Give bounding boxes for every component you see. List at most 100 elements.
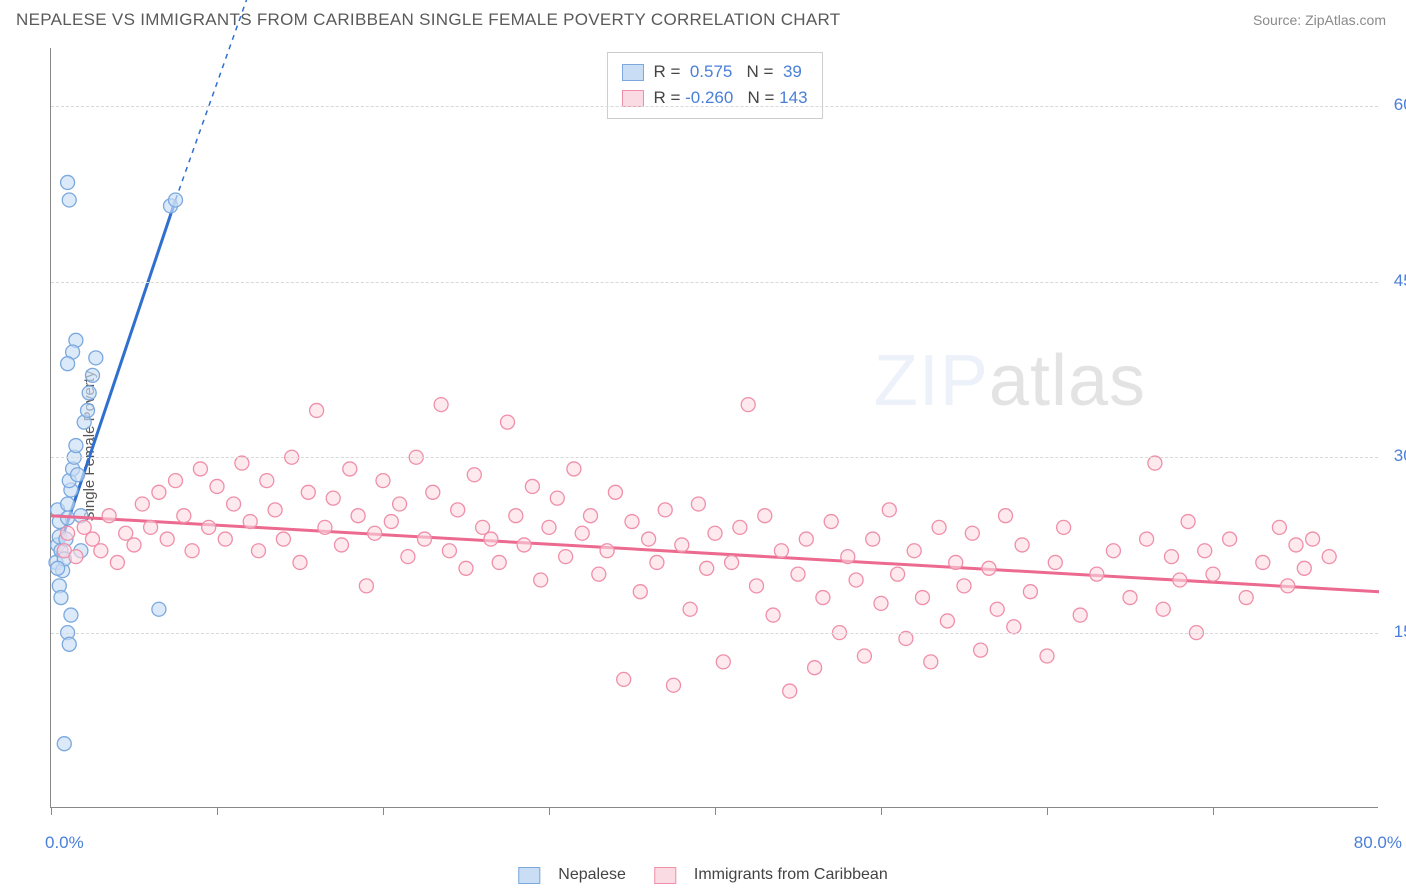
data-point xyxy=(509,509,523,523)
data-point xyxy=(1173,573,1187,587)
data-point xyxy=(517,538,531,552)
x-tick xyxy=(383,807,384,815)
data-point xyxy=(343,462,357,476)
data-point xyxy=(990,602,1004,616)
data-point xyxy=(849,573,863,587)
data-point xyxy=(716,655,730,669)
stat-n-label: N = xyxy=(732,59,778,85)
data-point xyxy=(1106,544,1120,558)
data-point xyxy=(501,415,515,429)
data-point xyxy=(816,591,830,605)
data-point xyxy=(51,561,65,575)
data-point xyxy=(683,602,697,616)
x-tick xyxy=(715,807,716,815)
data-point xyxy=(1181,515,1195,529)
data-point xyxy=(1048,555,1062,569)
data-point xyxy=(359,579,373,593)
data-point xyxy=(650,555,664,569)
data-point xyxy=(874,596,888,610)
data-point xyxy=(965,526,979,540)
data-point xyxy=(575,526,589,540)
data-point xyxy=(949,555,963,569)
data-point xyxy=(152,485,166,499)
plot-area: R = 0.575 N = 39R = -0.260 N = 143 15.0%… xyxy=(50,48,1378,808)
data-point xyxy=(824,515,838,529)
data-point xyxy=(252,544,266,558)
data-point xyxy=(384,515,398,529)
data-point xyxy=(882,503,896,517)
stat-n-label: N = xyxy=(733,85,779,111)
data-point xyxy=(335,538,349,552)
data-point xyxy=(301,485,315,499)
data-point xyxy=(89,351,103,365)
data-point xyxy=(102,509,116,523)
legend-swatch xyxy=(518,867,540,884)
data-point xyxy=(708,526,722,540)
data-point xyxy=(1206,567,1220,581)
stat-r-label: R = xyxy=(653,85,685,111)
data-point xyxy=(1239,591,1253,605)
data-point xyxy=(86,368,100,382)
legend-item: Immigrants from Caribbean xyxy=(654,866,888,884)
data-point xyxy=(1256,555,1270,569)
data-point xyxy=(1057,520,1071,534)
data-point xyxy=(584,509,598,523)
stat-r-value: 0.575 xyxy=(685,59,732,85)
legend-item: Nepalese xyxy=(518,866,626,884)
x-tick xyxy=(1047,807,1048,815)
data-point xyxy=(608,485,622,499)
data-point xyxy=(741,398,755,412)
data-point xyxy=(401,550,415,564)
data-point xyxy=(1198,544,1212,558)
data-point xyxy=(351,509,365,523)
data-point xyxy=(368,526,382,540)
y-tick-label: 60.0% xyxy=(1394,95,1406,115)
x-tick xyxy=(1213,807,1214,815)
data-point xyxy=(467,468,481,482)
data-point xyxy=(1040,649,1054,663)
data-point xyxy=(61,497,75,511)
data-point xyxy=(617,672,631,686)
data-point xyxy=(393,497,407,511)
data-point xyxy=(534,573,548,587)
data-point xyxy=(492,555,506,569)
data-point xyxy=(459,561,473,575)
data-point xyxy=(600,544,614,558)
data-point xyxy=(484,532,498,546)
y-tick-label: 45.0% xyxy=(1394,271,1406,291)
data-point xyxy=(542,520,556,534)
data-point xyxy=(442,544,456,558)
data-point xyxy=(1073,608,1087,622)
data-point xyxy=(1306,532,1320,546)
stat-r-value: -0.260 xyxy=(685,85,733,111)
data-point xyxy=(144,520,158,534)
data-point xyxy=(691,497,705,511)
data-point xyxy=(54,591,68,605)
data-point xyxy=(559,550,573,564)
data-point xyxy=(1156,602,1170,616)
data-point xyxy=(81,403,95,417)
data-point xyxy=(1140,532,1154,546)
data-point xyxy=(1281,579,1295,593)
stats-legend-row: R = 0.575 N = 39 xyxy=(621,59,807,85)
data-point xyxy=(82,386,96,400)
data-point xyxy=(791,567,805,581)
data-point xyxy=(61,175,75,189)
data-point xyxy=(94,544,108,558)
stat-n-value: 143 xyxy=(779,85,807,111)
stat-n-value: 39 xyxy=(778,59,802,85)
stats-legend: R = 0.575 N = 39R = -0.260 N = 143 xyxy=(606,52,822,119)
data-point xyxy=(725,555,739,569)
data-point xyxy=(916,591,930,605)
stat-r-label: R = xyxy=(653,59,685,85)
data-point xyxy=(932,520,946,534)
data-point xyxy=(152,602,166,616)
data-point xyxy=(1015,538,1029,552)
data-point xyxy=(310,403,324,417)
data-point xyxy=(974,643,988,657)
data-point xyxy=(1165,550,1179,564)
gridline-h xyxy=(51,282,1378,283)
data-point xyxy=(210,479,224,493)
legend-swatch xyxy=(654,867,676,884)
data-point xyxy=(61,357,75,371)
